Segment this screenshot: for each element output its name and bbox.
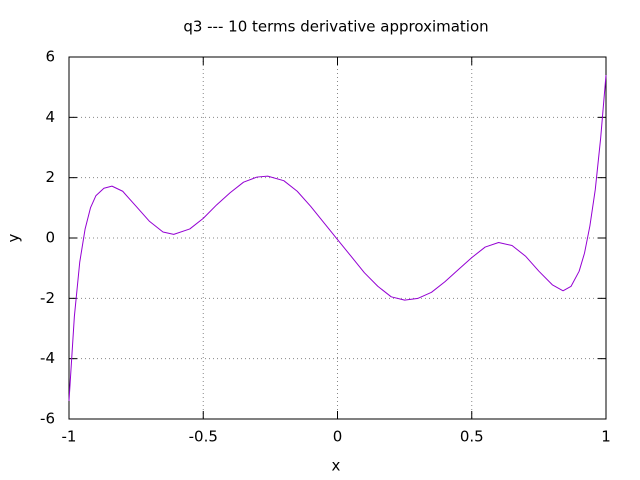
- x-tick-label: 1: [601, 428, 611, 446]
- y-tick-label: 2: [45, 168, 55, 186]
- x-tick-label: 0: [333, 428, 343, 446]
- y-axis-label: y: [5, 233, 23, 242]
- y-tick-label: -4: [40, 349, 55, 367]
- data-line: [68, 75, 607, 401]
- x-tick-label: 0.5: [460, 428, 484, 446]
- y-tick-label: 4: [45, 108, 55, 126]
- x-axis-label: x: [332, 457, 341, 475]
- x-tick-label: -0.5: [189, 428, 218, 446]
- plot-border: [68, 56, 607, 420]
- y-tick-label: 0: [45, 229, 55, 247]
- y-tick-label: -2: [40, 289, 55, 307]
- chart-title: q3 --- 10 terms derivative approximation: [183, 18, 488, 36]
- y-tick-label: -6: [40, 410, 55, 428]
- y-tick-label: 6: [45, 48, 55, 66]
- x-tick-label: -1: [62, 428, 77, 446]
